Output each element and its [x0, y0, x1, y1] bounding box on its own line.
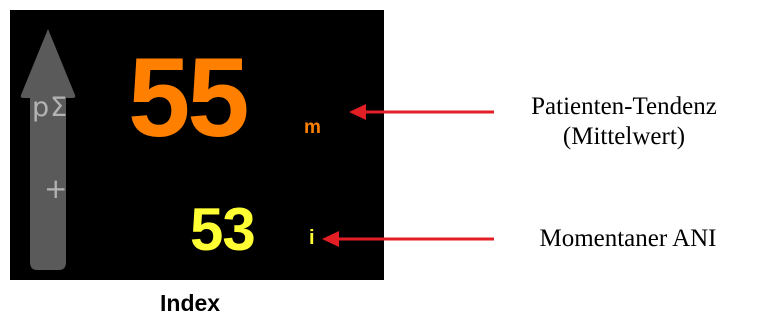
plus-symbol-icon: + — [44, 172, 68, 205]
trend-pointer-arrow — [349, 104, 494, 120]
trend-caption-line2: (Mittelwert) — [562, 123, 686, 150]
trend-caption-line1: Patienten-Tendenz — [531, 93, 717, 120]
instant-value: 53 — [190, 196, 256, 263]
trend-caption: Patienten-Tendenz (Mittelwert) — [498, 92, 750, 152]
instant-caption: Momentaner ANI — [539, 225, 717, 252]
trend-arrow-shape — [20, 29, 76, 270]
instant-pointer-arrow — [322, 231, 494, 247]
ani-monitor-display: pΣ + 55 m 53 i — [10, 10, 384, 280]
trend-unit-label: m — [304, 117, 321, 138]
sum-symbol-icon: pΣ — [32, 92, 69, 123]
trend-value: 55 — [128, 35, 250, 160]
trend-arrow-up-icon — [20, 29, 76, 270]
index-label: Index — [160, 290, 221, 316]
instant-unit-label: i — [309, 227, 315, 249]
